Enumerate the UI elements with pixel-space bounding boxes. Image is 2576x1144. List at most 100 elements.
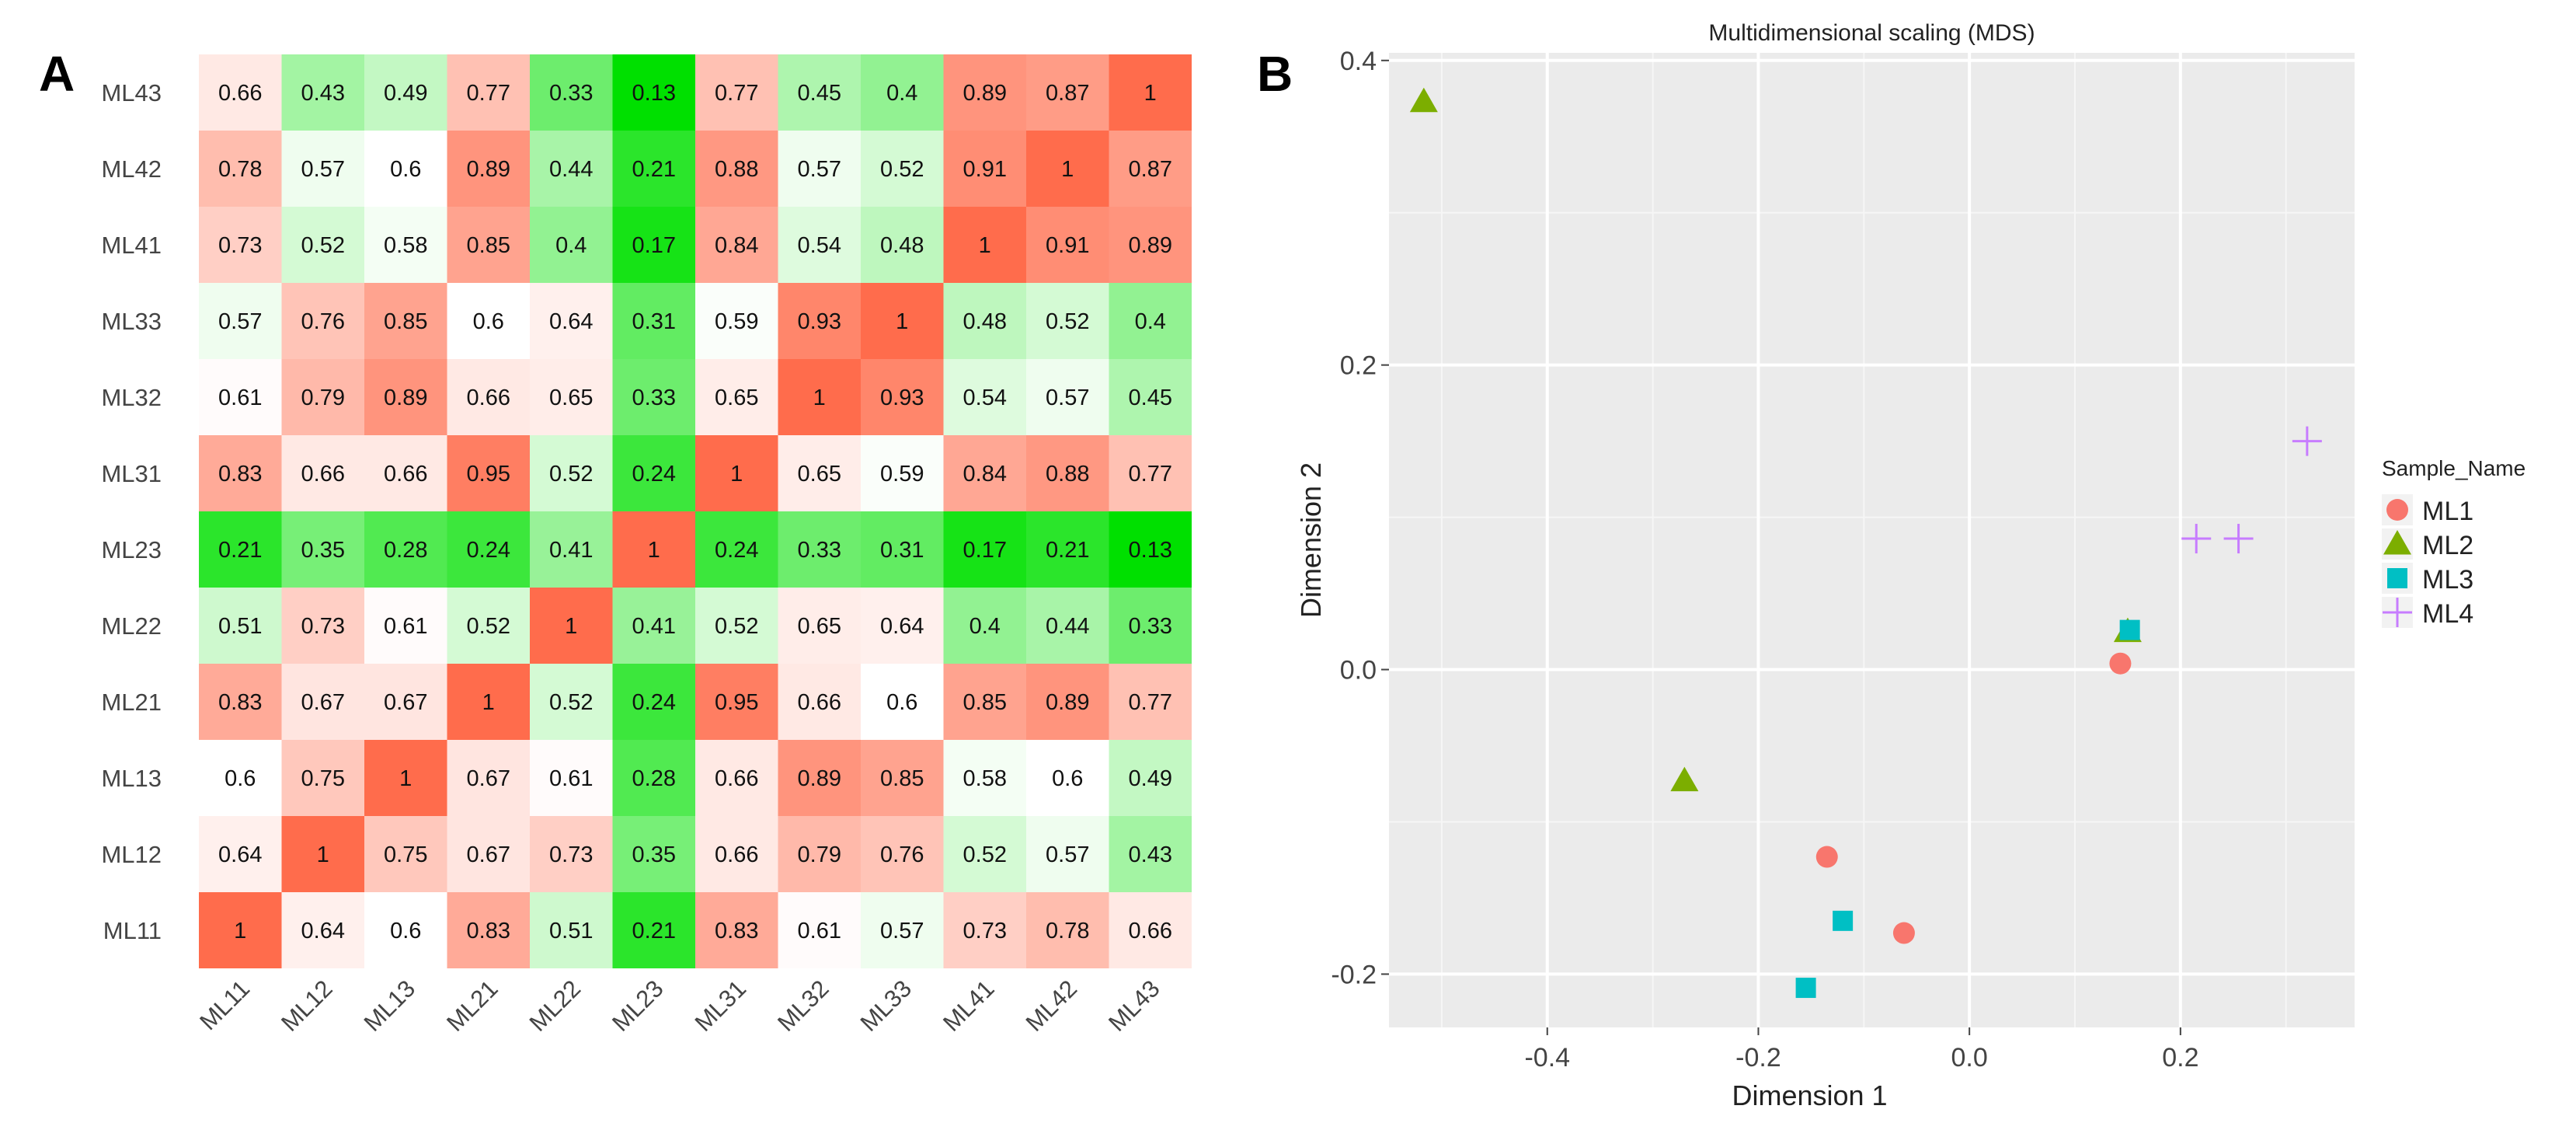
heatmap-cell (530, 664, 613, 740)
heatmap-cell (1026, 816, 1109, 892)
data-point-ml4 (2292, 426, 2322, 456)
heatmap-cell (530, 359, 613, 435)
heatmap-cell-label: 0.52 (880, 157, 924, 182)
heatmap-cell (778, 54, 861, 131)
heatmap-row-label: ML21 (101, 689, 162, 716)
heatmap-cell (1109, 511, 1192, 588)
heatmap-cell-label: 0.58 (963, 766, 1007, 791)
heatmap-cell-label: 0.33 (549, 81, 593, 106)
heatmap-cell (943, 816, 1026, 892)
heatmap-cell-label: 0.59 (880, 462, 924, 487)
data-point-ml4 (2223, 524, 2254, 554)
heatmap-cell-label: 0.43 (301, 81, 345, 106)
heatmap-cell (1109, 588, 1192, 664)
heatmap-cell-label: 0.93 (798, 309, 841, 334)
heatmap-cell-label: 1 (979, 233, 991, 258)
heatmap-cell-label: 0.57 (1046, 842, 1089, 867)
heatmap-cell (281, 54, 364, 131)
heatmap-cell (281, 131, 364, 207)
heatmap-cell (943, 359, 1026, 435)
heatmap-cell-label: 0.24 (715, 538, 758, 563)
heatmap-cell (447, 435, 530, 511)
heatmap-cell (861, 131, 944, 207)
heatmap-cell (778, 283, 861, 359)
heatmap-cell (447, 892, 530, 968)
heatmap-cell (1109, 54, 1192, 131)
heatmap-cell (1026, 54, 1109, 131)
heatmap-cell-label: 0.65 (715, 385, 758, 410)
heatmap-cell-label: 0.85 (467, 233, 510, 258)
heatmap-cell-label: 0.33 (798, 538, 841, 563)
heatmap-cell (447, 359, 530, 435)
heatmap-cell (861, 816, 944, 892)
heatmap-cell-label: 0.52 (1046, 309, 1089, 334)
heatmap-cell (861, 283, 944, 359)
heatmap-cell-label: 0.44 (1046, 614, 1089, 639)
heatmap-cell-label: 0.88 (715, 157, 758, 182)
heatmap-cell (447, 131, 530, 207)
heatmap-cell-label: 0.52 (301, 233, 345, 258)
data-point-ml1 (2109, 652, 2132, 675)
heatmap-cell-label: 0.79 (301, 385, 345, 410)
heatmap-cell-label: 0.52 (467, 614, 510, 639)
heatmap-cell (447, 283, 530, 359)
x-tick-label: -0.4 (1524, 1043, 1570, 1072)
heatmap-cell-label: 0.85 (880, 766, 924, 791)
heatmap-cell-label: 0.51 (549, 919, 593, 943)
heatmap-cell-label: 0.49 (384, 81, 427, 106)
heatmap-cell-label: 0.77 (715, 81, 758, 106)
heatmap-cell (199, 54, 282, 131)
heatmap-cell (943, 207, 1026, 283)
heatmap-cell-label: 0.52 (963, 842, 1007, 867)
heatmap-cell-label: 0.65 (798, 462, 841, 487)
heatmap-cell (364, 207, 447, 283)
heatmap-cell-label: 0.65 (798, 614, 841, 639)
heatmap-cell (861, 588, 944, 664)
heatmap-row-label: ML33 (101, 308, 162, 335)
heatmap-cell-label: 0.64 (549, 309, 593, 334)
heatmap-cell (778, 131, 861, 207)
heatmap-cell (861, 892, 944, 968)
heatmap-cell-label: 0.75 (301, 766, 345, 791)
heatmap-cell-label: 0.66 (301, 462, 345, 487)
heatmap-cell-label: 0.77 (1129, 690, 1172, 715)
heatmap-cell-label: 0.89 (384, 385, 427, 410)
panel-b-label: B (1257, 46, 1293, 102)
correlation-heatmap: 0.66 0.43 0.49 0.77 0.33 0.13 0.77 0.45 0.4 0.89 0… (101, 54, 1192, 1037)
heatmap-cell (1026, 435, 1109, 511)
heatmap-cell-label: 0.4 (1135, 309, 1166, 334)
heatmap-cell (199, 359, 282, 435)
heatmap-cell (281, 664, 364, 740)
heatmap-cell-label: 0.73 (549, 842, 593, 867)
heatmap-cell-label: 0.6 (1052, 766, 1083, 791)
heatmap-cell-label: 0.89 (1129, 233, 1172, 258)
heatmap-row-label: ML31 (101, 460, 162, 487)
heatmap-cell-label: 0.64 (880, 614, 924, 639)
heatmap-cell (447, 740, 530, 816)
heatmap-cell-label: 0.28 (384, 538, 427, 563)
heatmap-cell (861, 54, 944, 131)
heatmap-cell (695, 664, 778, 740)
heatmap-cell-label: 0.24 (632, 462, 676, 487)
heatmap-cell (1109, 283, 1192, 359)
heatmap-cell (612, 131, 695, 207)
heatmap-cell (943, 588, 1026, 664)
heatmap-cell-label: 0.45 (1129, 385, 1172, 410)
heatmap-cell (695, 816, 778, 892)
heatmap-cell-label: 0.57 (798, 157, 841, 182)
legend-title: Sample_Name (2382, 456, 2526, 480)
heatmap-cell (281, 435, 364, 511)
heatmap-cell (861, 664, 944, 740)
heatmap-cell-label: 0.67 (467, 766, 510, 791)
heatmap-cell-label: 0.95 (467, 462, 510, 487)
heatmap-cell-label: 0.85 (384, 309, 427, 334)
heatmap-cell (1109, 207, 1192, 283)
plot-panel (1389, 53, 2355, 1027)
heatmap-cell (695, 435, 778, 511)
y-tick-label: -0.2 (1331, 960, 1377, 989)
data-point-ml3 (1795, 978, 1816, 999)
heatmap-cell-label: 1 (399, 766, 412, 791)
x-axis-title: Dimension 1 (1732, 1079, 1887, 1111)
heatmap-cell-label: 0.61 (384, 614, 427, 639)
heatmap-cell-label: 0.57 (1046, 385, 1089, 410)
